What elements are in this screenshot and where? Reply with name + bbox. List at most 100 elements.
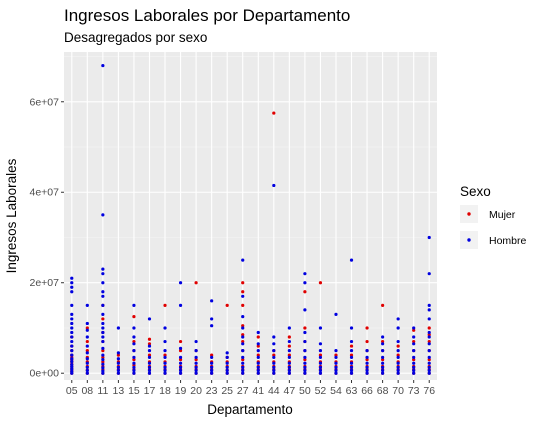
y-tick-label: 0e+00: [30, 368, 60, 380]
x-tick-label: 23: [206, 385, 218, 397]
point-hombre: [132, 326, 135, 329]
point-hombre: [163, 340, 166, 343]
point-hombre: [257, 342, 260, 345]
legend-label-mujer: Mujer: [489, 209, 516, 221]
x-tick-label: 52: [315, 385, 327, 397]
point-hombre: [101, 331, 104, 334]
point-hombre: [195, 366, 198, 369]
point-mujer: [319, 281, 322, 284]
point-hombre: [101, 335, 104, 338]
point-hombre: [241, 335, 244, 338]
point-hombre: [70, 281, 73, 284]
point-hombre: [241, 259, 244, 262]
point-hombre: [241, 349, 244, 352]
point-mujer: [272, 111, 275, 114]
point-hombre: [272, 335, 275, 338]
point-hombre: [70, 340, 73, 343]
point-hombre: [226, 351, 229, 354]
point-hombre: [397, 340, 400, 343]
point-mujer: [365, 340, 368, 343]
point-hombre: [132, 335, 135, 338]
point-hombre: [132, 356, 135, 359]
point-hombre: [163, 356, 166, 359]
point-hombre: [319, 356, 322, 359]
point-hombre: [226, 366, 229, 369]
point-hombre: [350, 362, 353, 365]
point-hombre: [70, 357, 73, 360]
point-hombre: [195, 356, 198, 359]
x-tick-label: 11: [97, 385, 108, 397]
point-hombre: [148, 349, 151, 352]
point-hombre: [101, 347, 104, 350]
point-hombre: [350, 356, 353, 359]
point-hombre: [101, 358, 104, 361]
point-hombre: [101, 354, 104, 357]
point-mujer: [381, 304, 384, 307]
point-hombre: [210, 362, 213, 365]
point-hombre: [303, 340, 306, 343]
point-hombre: [179, 281, 182, 284]
point-hombre: [272, 356, 275, 359]
point-hombre: [303, 356, 306, 359]
chart-title: Ingresos Laborales por Departamento: [64, 6, 350, 25]
point-mujer: [195, 281, 198, 284]
point-hombre: [101, 313, 104, 316]
point-hombre: [365, 349, 368, 352]
point-hombre: [86, 366, 89, 369]
y-tick-label: 6e+07: [30, 96, 60, 108]
point-hombre: [179, 347, 182, 350]
x-tick-label: 41: [252, 385, 264, 397]
point-hombre: [179, 366, 182, 369]
x-tick-label: 66: [361, 385, 373, 397]
point-hombre: [241, 295, 244, 298]
point-hombre: [70, 344, 73, 347]
point-hombre: [350, 369, 353, 372]
point-hombre: [397, 356, 400, 359]
y-tick-label: 2e+07: [30, 277, 60, 289]
point-hombre: [70, 322, 73, 325]
point-hombre: [303, 272, 306, 275]
point-hombre: [132, 342, 135, 345]
point-hombre: [148, 366, 151, 369]
point-hombre: [412, 356, 415, 359]
point-hombre: [70, 317, 73, 320]
point-mujer: [241, 281, 244, 284]
point-hombre: [257, 349, 260, 352]
point-mujer: [226, 304, 229, 307]
point-hombre: [226, 369, 229, 372]
point-hombre: [397, 362, 400, 365]
point-hombre: [288, 362, 291, 365]
point-hombre: [210, 356, 213, 359]
point-hombre: [179, 304, 182, 307]
point-hombre: [195, 340, 198, 343]
x-tick-label: 47: [284, 385, 296, 397]
point-hombre: [428, 356, 431, 359]
point-mujer: [86, 340, 89, 343]
plot-panel: [64, 52, 437, 380]
y-axis-title: Ingresos Laborales: [4, 158, 19, 273]
point-hombre: [86, 369, 89, 372]
point-hombre: [397, 317, 400, 320]
point-hombre: [132, 304, 135, 307]
point-mujer: [148, 338, 151, 341]
point-hombre: [148, 344, 151, 347]
point-hombre: [428, 308, 431, 311]
chart-subtitle: Desagregados por sexo: [64, 30, 207, 45]
point-hombre: [117, 369, 120, 372]
point-hombre: [319, 349, 322, 352]
point-mujer: [179, 340, 182, 343]
point-hombre: [86, 322, 89, 325]
point-hombre: [148, 317, 151, 320]
point-hombre: [210, 299, 213, 302]
legend-title: Sexo: [460, 184, 491, 199]
point-hombre: [428, 349, 431, 352]
point-hombre: [428, 362, 431, 365]
legend: Sexo Mujer Hombre: [460, 184, 527, 249]
point-mujer: [365, 326, 368, 329]
x-tick-label: 13: [113, 385, 125, 397]
x-tick-label: 27: [237, 385, 249, 397]
point-hombre: [303, 331, 306, 334]
point-hombre: [288, 340, 291, 343]
x-tick-label: 19: [175, 385, 187, 397]
point-hombre: [179, 369, 182, 372]
